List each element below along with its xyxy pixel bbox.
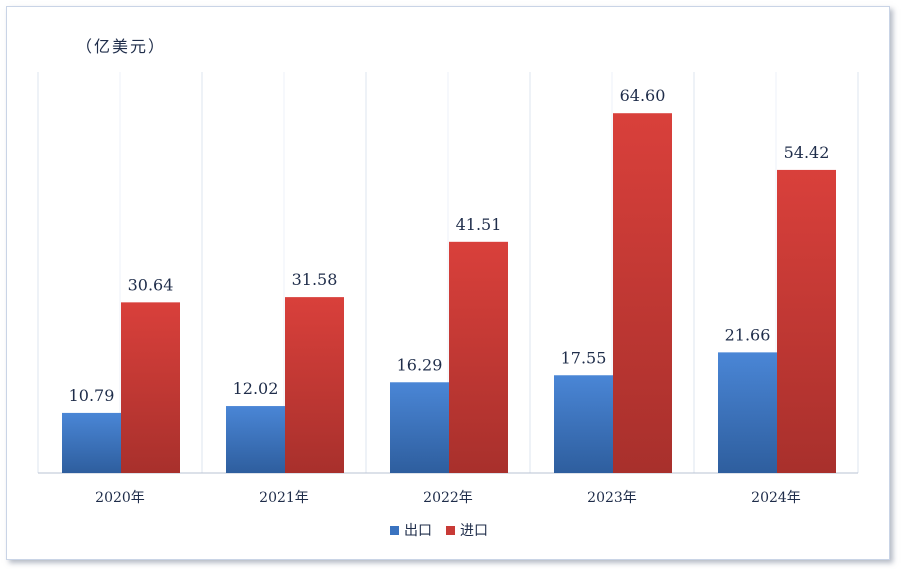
data-label: 41.51 — [456, 215, 502, 234]
data-label: 17.55 — [561, 348, 607, 367]
legend-item: 出口 — [390, 520, 432, 540]
x-tick-label: 2024年 — [751, 490, 801, 506]
bar-export — [226, 406, 285, 473]
x-tick-label: 2023年 — [587, 490, 637, 506]
data-label: 30.64 — [128, 275, 174, 294]
legend-swatch — [446, 525, 455, 535]
bar-import — [777, 169, 836, 473]
legend-label: 出口 — [404, 523, 432, 539]
data-label: 54.42 — [784, 143, 830, 162]
legend: 出口 进口 — [390, 520, 502, 540]
bar-import — [449, 241, 508, 473]
data-label: 16.29 — [397, 355, 443, 374]
bar-export — [62, 412, 121, 473]
bar-import — [613, 113, 672, 473]
x-tick-label: 2021年 — [259, 490, 309, 506]
bar-import — [121, 302, 180, 473]
bar-export — [554, 375, 613, 473]
data-label: 10.79 — [69, 386, 115, 405]
legend-label: 进口 — [460, 523, 488, 539]
data-label: 64.60 — [620, 86, 666, 105]
legend-swatch — [390, 525, 399, 535]
data-label: 21.66 — [725, 325, 771, 344]
data-label: 12.02 — [233, 379, 279, 398]
data-label: 31.58 — [292, 270, 338, 289]
legend-item: 进口 — [446, 520, 488, 540]
x-tick-label: 2022年 — [423, 490, 473, 506]
unit-label: （亿美元） — [76, 37, 167, 56]
x-tick-label: 2020年 — [95, 490, 145, 506]
bar-import — [285, 297, 344, 473]
bar-export — [718, 352, 777, 473]
bar-export — [390, 382, 449, 473]
